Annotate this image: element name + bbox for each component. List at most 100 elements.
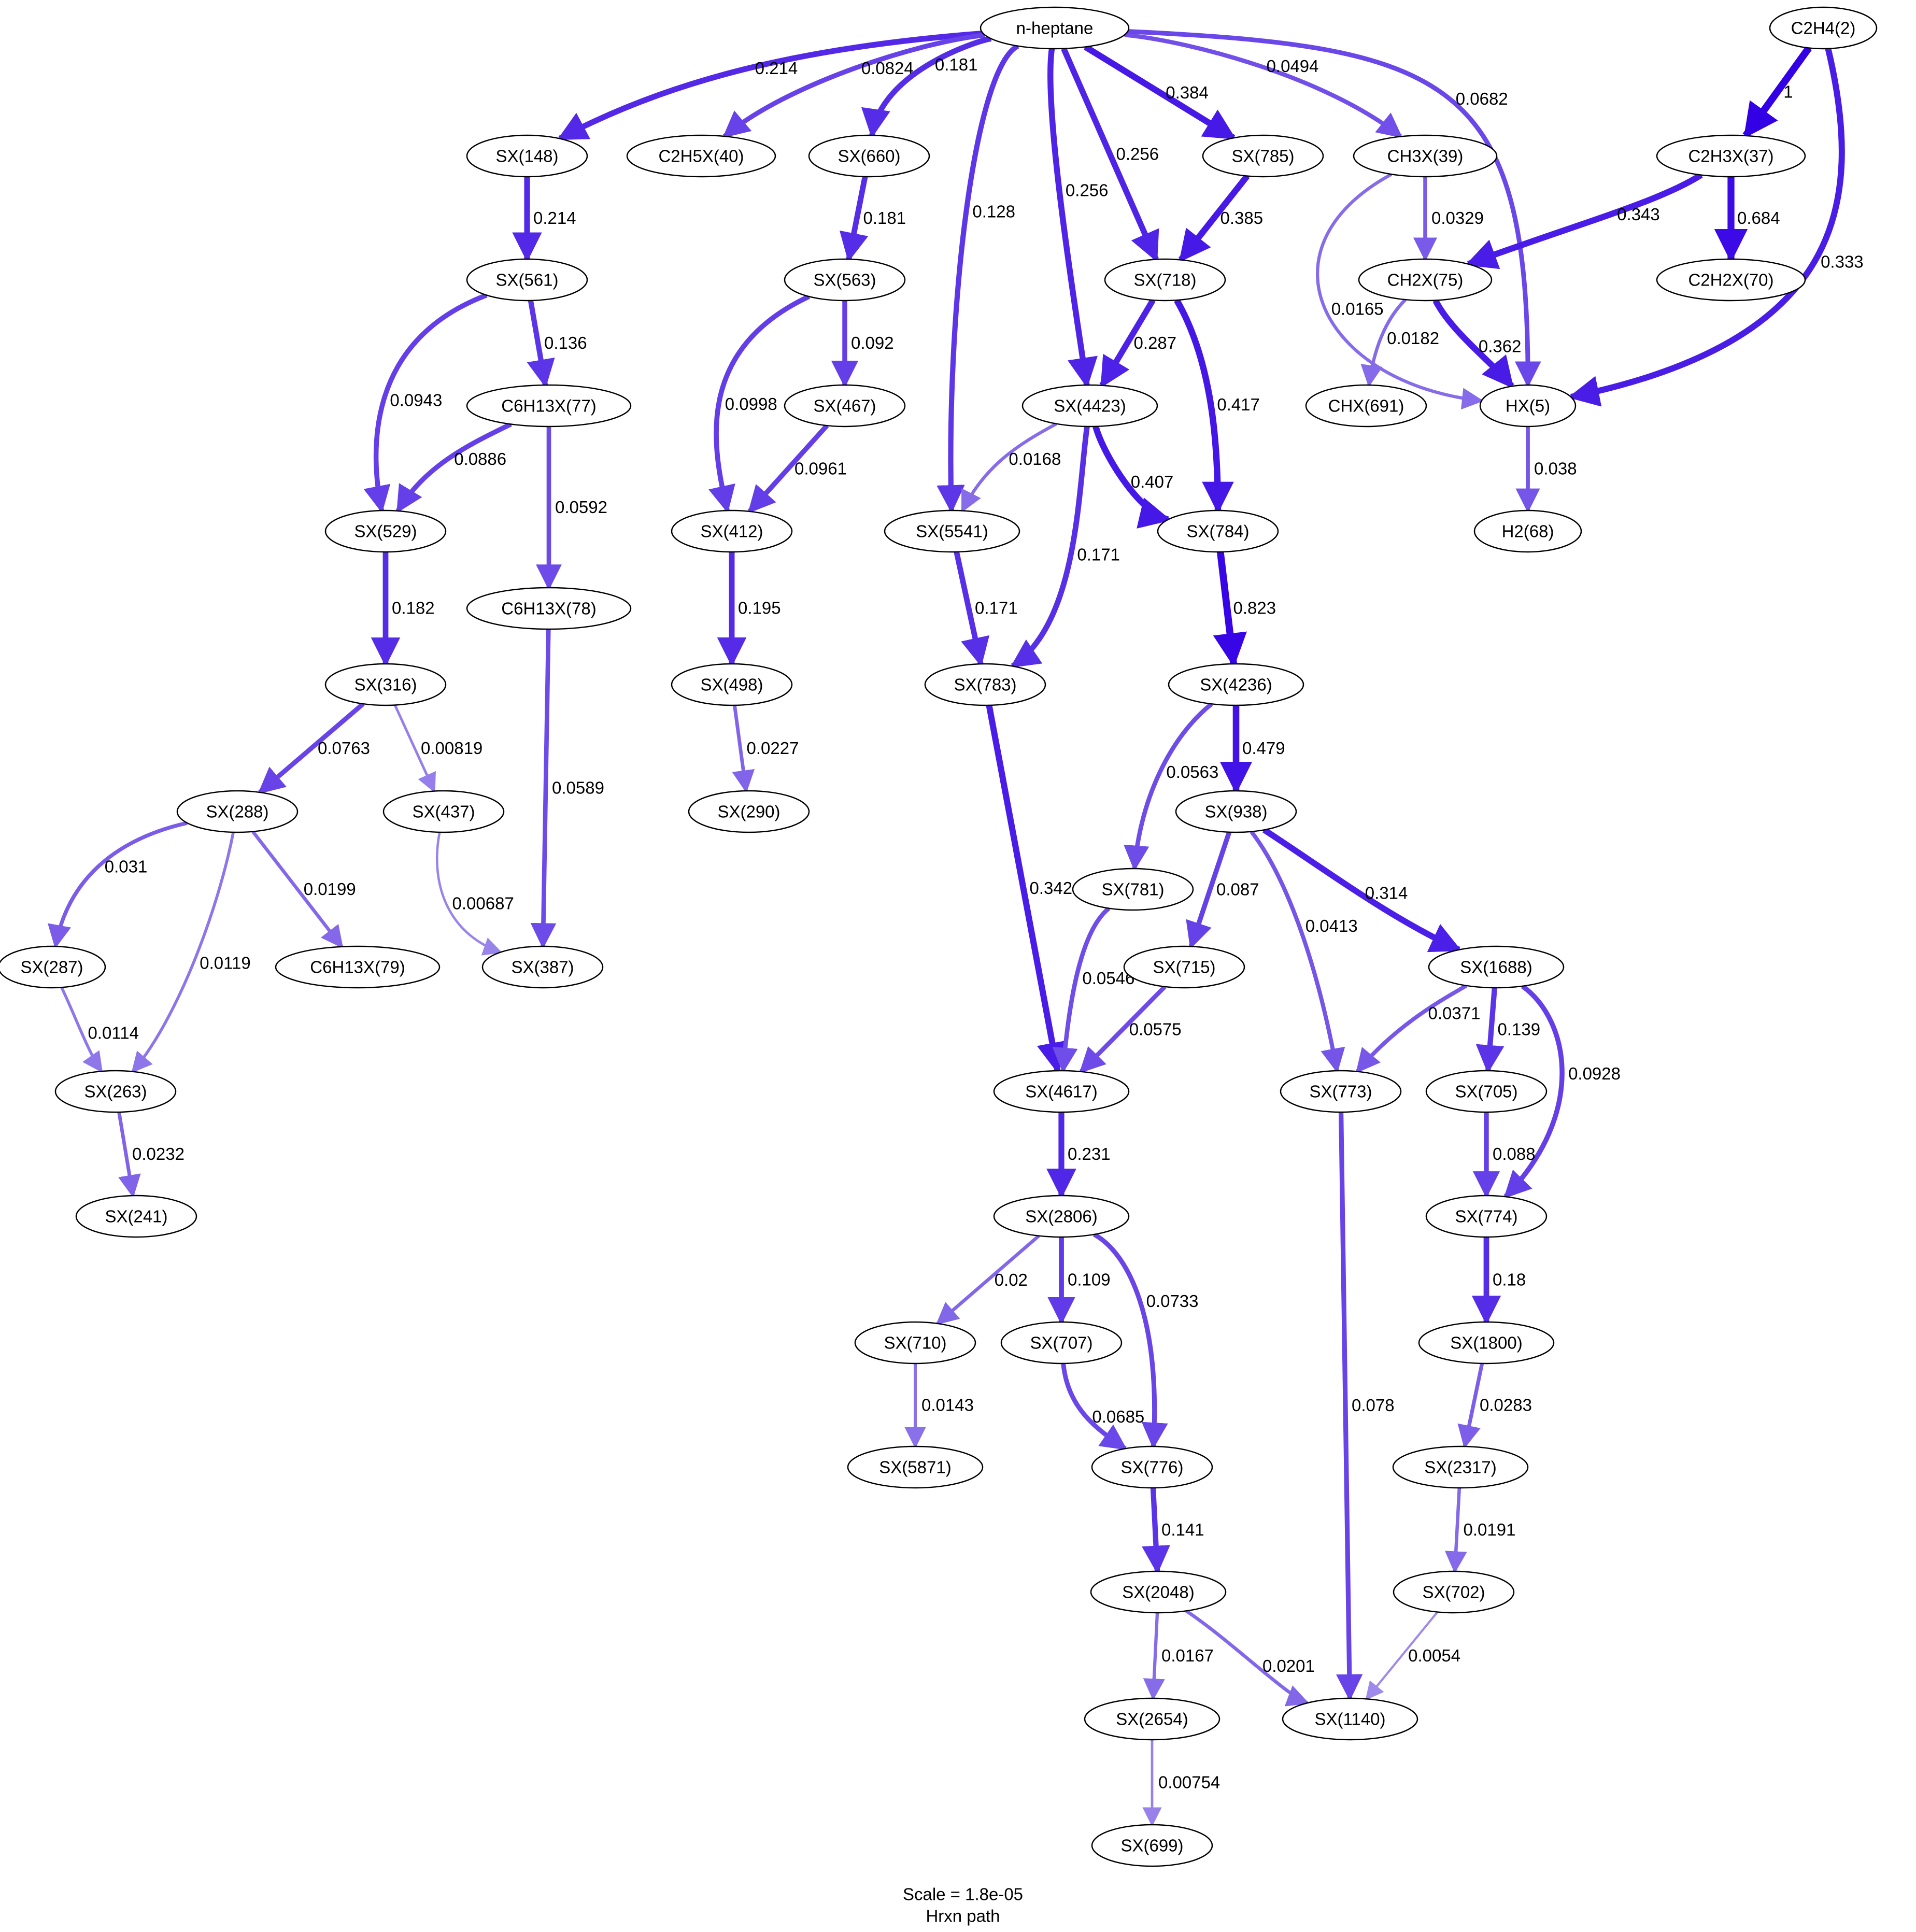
node-ellipse bbox=[671, 509, 793, 553]
node-label: SX(529) bbox=[354, 522, 417, 541]
edge-label: 0.214 bbox=[533, 208, 576, 228]
edge-n-heptane-to-sx-660 bbox=[861, 36, 992, 138]
node-label: SX(660) bbox=[838, 147, 900, 166]
node-ellipse bbox=[1656, 258, 1806, 302]
edge-n-heptane-to-sx-718 bbox=[1061, 47, 1159, 262]
edge-label: 0.182 bbox=[392, 599, 435, 618]
edge-sx-707-to-sx-776 bbox=[1061, 1363, 1128, 1451]
node-ellipse bbox=[1282, 1697, 1418, 1741]
edge-ch3x-39-to-hx-5 bbox=[1316, 173, 1484, 410]
node-label: SX(1800) bbox=[1450, 1333, 1522, 1353]
node-sx-938: SX(938) bbox=[1175, 790, 1297, 833]
edge-label: 0.231 bbox=[1068, 1144, 1111, 1163]
edge-label: 0.333 bbox=[1821, 252, 1864, 271]
edge-label: 0.0232 bbox=[132, 1144, 184, 1163]
edge-label: 0.0682 bbox=[1456, 89, 1508, 108]
edge-label: 0.0371 bbox=[1428, 1003, 1481, 1022]
node-ellipse bbox=[176, 790, 299, 833]
edge-label: 0.0943 bbox=[390, 390, 442, 409]
node-sx-412: SX(412) bbox=[671, 509, 793, 553]
node-sx-774: SX(774) bbox=[1425, 1195, 1548, 1238]
edge-label: 0.092 bbox=[851, 333, 894, 352]
edge-label: 0.0413 bbox=[1305, 916, 1358, 935]
node-sx-4236: SX(4236) bbox=[1168, 663, 1304, 706]
edge-sx-4423-to-sx-783 bbox=[1010, 426, 1090, 669]
node-label: SX(2048) bbox=[1122, 1583, 1194, 1602]
node-label: SX(718) bbox=[1133, 271, 1196, 290]
edge-label: 0.287 bbox=[1134, 333, 1177, 352]
node-c2h5x-40: C2H5X(40) bbox=[626, 134, 776, 178]
node-label: C2H4(2) bbox=[1791, 19, 1856, 38]
node-sx-5541: SX(5541) bbox=[884, 509, 1020, 553]
node-ellipse bbox=[1656, 134, 1806, 178]
edge-n-heptane-to-sx-5541 bbox=[936, 44, 1019, 514]
node-label: SX(2806) bbox=[1025, 1207, 1097, 1226]
node-ellipse bbox=[1353, 134, 1498, 178]
edge-sx-316-to-sx-437 bbox=[393, 704, 436, 793]
node-label: CHX(691) bbox=[1328, 396, 1404, 416]
edge-label: 0.0763 bbox=[318, 738, 370, 758]
edge-n-heptane-to-sx-148 bbox=[557, 30, 984, 141]
node-ellipse bbox=[466, 258, 588, 302]
node-label: SX(705) bbox=[1455, 1082, 1517, 1101]
edge-c2h3x-37-to-ch2x-75 bbox=[1465, 172, 1703, 269]
node-sx-715: SX(715) bbox=[1123, 945, 1245, 989]
node-label: C6H13X(78) bbox=[501, 599, 596, 618]
edge-label: 0.0143 bbox=[921, 1396, 974, 1415]
node-sx-2654: SX(2654) bbox=[1084, 1697, 1220, 1741]
edge-n-heptane-to-sx-785 bbox=[1084, 44, 1237, 141]
node-label: C2H5X(40) bbox=[658, 147, 744, 166]
edge-label: 0.0054 bbox=[1408, 1646, 1460, 1665]
edge-label: 0.195 bbox=[738, 599, 781, 618]
node-label: CH3X(39) bbox=[1387, 147, 1464, 166]
node-label: SX(707) bbox=[1030, 1333, 1092, 1353]
node-ellipse bbox=[54, 1070, 177, 1113]
edge-label: 0.0199 bbox=[304, 879, 356, 899]
edge-sx-781-to-sx-4617 bbox=[1052, 906, 1111, 1073]
node-sx-498: SX(498) bbox=[671, 663, 793, 706]
node-ellipse bbox=[808, 134, 930, 178]
edge-c6h13x-78-to-sx-387 bbox=[530, 629, 557, 949]
node-ellipse bbox=[1418, 1321, 1555, 1365]
edge-label: 0.0201 bbox=[1262, 1656, 1315, 1675]
node-ellipse bbox=[324, 663, 447, 706]
edge-label: 0.362 bbox=[1479, 337, 1522, 356]
node-ellipse bbox=[784, 258, 906, 302]
edge-label: 0.0592 bbox=[555, 498, 607, 517]
edge-sx-2317-to-sx-702 bbox=[1444, 1487, 1467, 1574]
edge-sx-1800-to-sx-2317 bbox=[1457, 1363, 1484, 1449]
edge-sx-2048-to-sx-2654 bbox=[1143, 1612, 1165, 1701]
edge-sx-785-to-sx-718 bbox=[1178, 174, 1250, 263]
edge-label: 0.141 bbox=[1161, 1520, 1204, 1539]
node-ellipse bbox=[1425, 1070, 1548, 1113]
node-ellipse bbox=[1157, 509, 1279, 553]
node-label: SX(437) bbox=[412, 802, 475, 821]
node-label: SX(263) bbox=[84, 1082, 147, 1101]
edge-sx-467-to-sx-412 bbox=[747, 423, 829, 514]
edge-sx-776-to-sx-2048 bbox=[1142, 1487, 1170, 1574]
node-label: SX(938) bbox=[1204, 802, 1267, 821]
edge-label: 0.00687 bbox=[452, 893, 514, 913]
edge-sx-316-to-sx-288 bbox=[258, 702, 365, 794]
node-label: C2H3X(37) bbox=[1688, 147, 1773, 166]
node-label: SX(5541) bbox=[916, 522, 988, 541]
node-label: SX(287) bbox=[20, 958, 83, 977]
edge-label: 0.385 bbox=[1220, 208, 1264, 228]
node-chx-691: CHX(691) bbox=[1305, 384, 1427, 428]
node-sx-288: SX(288) bbox=[176, 790, 299, 833]
edge-label: 0.0824 bbox=[861, 59, 914, 78]
node-c2h2x-70: C2H2X(70) bbox=[1656, 258, 1806, 302]
node-label: HX(5) bbox=[1506, 396, 1550, 416]
node-label: C2H2X(70) bbox=[1688, 271, 1773, 290]
edge-label: 0.0589 bbox=[552, 778, 604, 798]
edge-sx-702-to-sx-1140 bbox=[1365, 1611, 1439, 1700]
node-ellipse bbox=[884, 509, 1020, 553]
edge-sx-773-to-sx-1140 bbox=[1336, 1112, 1363, 1701]
node-label: SX(4423) bbox=[1054, 396, 1126, 416]
node-sx-241: SX(241) bbox=[75, 1195, 197, 1238]
node-ellipse bbox=[847, 1445, 984, 1489]
node-sx-707: SX(707) bbox=[1000, 1321, 1123, 1365]
edge-label: 0.18 bbox=[1493, 1270, 1526, 1289]
edge-label: 0.314 bbox=[1365, 884, 1408, 903]
